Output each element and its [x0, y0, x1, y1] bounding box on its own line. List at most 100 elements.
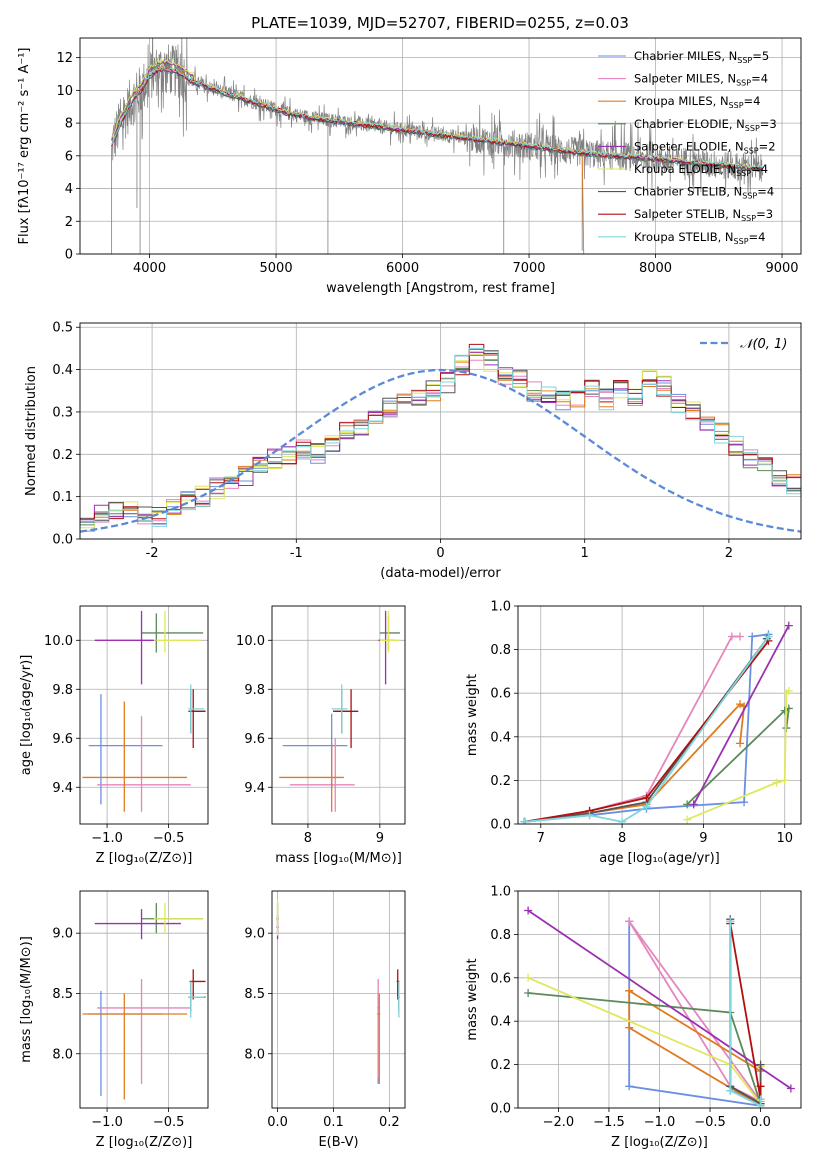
y-tick-label: 0.5 [52, 321, 73, 336]
axes-frame [271, 605, 406, 825]
x-tick-label: 6000 [386, 261, 419, 276]
y-tick-label: 0.8 [490, 928, 511, 943]
legend-label-sub: SSP [741, 214, 756, 223]
y-tick-label: 0.2 [490, 1058, 511, 1073]
y-axis-label: Flux [fλ10⁻¹⁷ erg cm⁻² s⁻¹ A⁻¹] [17, 48, 32, 245]
legend-label-sub: SSP [734, 237, 749, 246]
legend-label: Chabrier MILES, NSSP=5 [634, 49, 769, 65]
x-tick-label: 2 [725, 546, 733, 561]
panel-weight_vs_Z: −2.0 −1.5 −1.0 −0.5 0.0 0.0 0.2 0.4 0.6 0.8 1.0 Z [… [465, 885, 802, 1150]
weight-marker [764, 632, 773, 641]
weight-marker [585, 811, 594, 820]
x-axis-label: mass [log₁₀(M/M⊙)] [275, 851, 402, 866]
y-axis-label: age [log₁₀(age/yr)] [19, 655, 34, 776]
weight-marker [784, 621, 793, 630]
y-tick-label: 0.1 [52, 490, 73, 505]
y-axis-label: mass weight [465, 674, 480, 756]
panel-age_vs_mass: 8 9 9.4 9.6 9.8 10.0 mass [log₁₀(M/M⊙)] [236, 605, 406, 866]
legend-label-sub: SSP [736, 79, 751, 88]
y-tick-label: 9.4 [52, 781, 73, 796]
plot-area [279, 610, 400, 812]
x-tick-label: −0.5 [153, 1115, 185, 1130]
y-tick-label: 9.6 [244, 732, 265, 747]
weight-line [628, 920, 762, 1103]
weight-marker [740, 798, 749, 807]
x-tick-label: 1 [581, 546, 589, 561]
plot-area [80, 343, 801, 533]
legend-label-suffix: =4 [751, 72, 768, 86]
panel-spectrum: 4000 5000 6000 7000 8000 9000 0 2 4 6 8 10 12 Chabrie… [17, 37, 802, 296]
axes-frame [517, 890, 802, 1109]
x-tick-label: −0.5 [694, 1115, 726, 1130]
grid [272, 891, 405, 1108]
y-tick-label: 9.8 [244, 683, 265, 698]
x-tick-label: 0.0 [267, 1115, 288, 1130]
y-tick-label: 9.6 [52, 732, 73, 747]
plot-area [520, 621, 793, 824]
weight-line [524, 640, 770, 823]
y-tick-label: 4 [65, 182, 73, 197]
legend-label-main: Chabrier MILES, N [634, 49, 737, 63]
y-tick-label: 1.0 [490, 600, 511, 615]
y-tick-label: 0.4 [490, 730, 511, 745]
weight-line [729, 923, 762, 1100]
legend-label-sub: SSP [736, 169, 751, 178]
legend-label-sub: SSP [745, 124, 760, 133]
panel-residuals: -2 -1 0 1 2 0.0 0.1 0.2 0.3 0.4 0.5 𝒩(0, 1) (data-mo… [24, 321, 802, 581]
axes-frame [79, 322, 802, 540]
weight-marker [772, 778, 781, 787]
legend-label: Salpeter MILES, NSSP=4 [634, 72, 768, 88]
weight-marker [625, 917, 634, 926]
panel-age_vs_Z: −1.0 −0.5 9.4 9.6 9.8 10.0 Z [log₁₀(Z/Z⊙)] age … [19, 605, 209, 866]
weight-marker [726, 917, 735, 926]
y-tick-label: 0.4 [490, 1015, 511, 1030]
y-tick-label: 0.0 [490, 1102, 511, 1117]
legend-label-sub: SSP [744, 146, 759, 155]
legend-label: Kroupa STELIB, NSSP=4 [634, 230, 765, 246]
legend-label-main: Salpeter ELODIE, N [634, 139, 744, 153]
legend-label-main: Salpeter STELIB, N [634, 207, 741, 221]
y-tick-label: 0 [65, 248, 73, 263]
y-tick-label: 0.8 [490, 643, 511, 658]
x-tick-label: 5000 [260, 261, 293, 276]
x-tick-label: 9 [376, 831, 384, 846]
y-tick-label: 0.0 [52, 533, 73, 548]
y-tick-label: 1.0 [490, 885, 511, 900]
x-tick-label: −1.0 [91, 1115, 123, 1130]
legend-label-main: Kroupa MILES, N [634, 94, 729, 108]
weight-marker [642, 793, 651, 802]
x-tick-label: 8 [304, 831, 312, 846]
x-axis-label: Z [log₁₀(Z/Z⊙)] [96, 1135, 193, 1150]
weight-marker [756, 1095, 765, 1104]
x-tick-label: 0.1 [323, 1115, 344, 1130]
x-tick-label: −0.5 [153, 831, 185, 846]
legend-label-main: Chabrier STELIB, N [634, 185, 742, 199]
weight-marker [736, 632, 745, 641]
histogram-step [80, 348, 801, 527]
y-tick-label: 12 [56, 51, 73, 66]
y-tick-label: 8.5 [52, 987, 73, 1002]
weight-marker [689, 800, 698, 809]
legend-label-sub: SSP [737, 56, 752, 65]
x-tick-label: -2 [146, 546, 159, 561]
weight-line [692, 625, 790, 805]
y-tick-label: 10.0 [44, 634, 73, 649]
plot-area [111, 38, 764, 254]
legend-label-suffix: =5 [752, 49, 769, 63]
x-tick-label: 9000 [765, 261, 798, 276]
y-axis-label: Normed distribution [24, 366, 39, 496]
weight-marker [625, 986, 634, 995]
weight-marker [780, 776, 789, 785]
weight-marker [748, 632, 757, 641]
y-tick-label: 10.0 [236, 634, 265, 649]
legend-label: 𝒩(0, 1) [740, 337, 787, 352]
y-tick-label: 0.3 [52, 405, 73, 420]
weight-line [527, 909, 792, 1090]
plot-area [82, 903, 206, 1100]
panel-weight_vs_age: 7 8 9 10 0.0 0.2 0.4 0.6 0.8 1.0 age [log₁₀(age/yr… [465, 600, 802, 866]
y-tick-label: 8 [65, 117, 73, 132]
weight-marker [524, 988, 533, 997]
y-axis-label: mass weight [465, 958, 480, 1040]
plot-area [524, 906, 795, 1108]
